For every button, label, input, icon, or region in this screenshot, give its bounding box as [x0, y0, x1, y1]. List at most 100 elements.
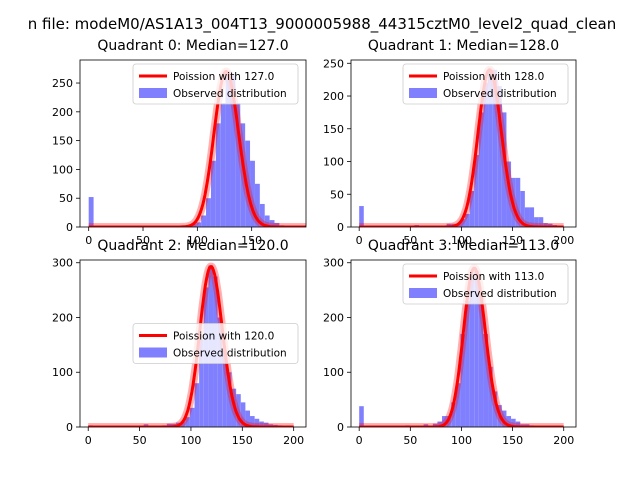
legend: Poission with 120.0 Observed distribution [132, 323, 299, 364]
histogram-bar [180, 421, 186, 427]
y-tick-label: 0 [337, 221, 344, 234]
legend-bar-swatch [139, 347, 167, 358]
y-tick-label: 0 [66, 421, 73, 434]
histogram-bar [478, 295, 484, 427]
histogram-bar [506, 416, 512, 427]
histogram-bar [230, 74, 236, 227]
histogram-bar [215, 123, 221, 227]
histogram-bar [501, 112, 507, 227]
y-tick-label: 200 [323, 90, 344, 103]
y-tick-label: 300 [323, 257, 344, 270]
x-tick-label: 100 [187, 234, 208, 247]
histogram-bar [478, 112, 484, 227]
histogram-bar [515, 177, 521, 227]
subplot-quadrant-3: 0 50 100 150 200 0 100 200 300 Quadrant 3: Median… [323, 238, 577, 447]
histogram-bar [520, 190, 525, 227]
y-tick-label: 100 [323, 156, 344, 169]
y-tick-label: 200 [323, 311, 344, 324]
histogram-bar [269, 220, 275, 227]
histogram-bar [189, 407, 195, 427]
legend-entry-poisson: Poission with 120.0 [173, 331, 274, 343]
histogram-bar [210, 160, 216, 227]
histogram-bar [206, 198, 211, 227]
axes-frame [350, 259, 577, 428]
subplot-quadrant-2: 0 50 100 150 200 0 100 200 300 Quadrant 2: Median… [52, 238, 307, 447]
subplot-title: Quadrant 3: Median=113.0 [368, 238, 559, 254]
legend-entry-observed: Observed distribution [173, 348, 287, 360]
histogram-bar [515, 421, 521, 427]
histogram-bar [511, 418, 516, 427]
legend-bar-swatch [139, 88, 167, 98]
histogram-bar [201, 215, 207, 227]
y-tick-label: 250 [52, 77, 73, 90]
histogram-bar [547, 223, 553, 227]
subplot-title: Quadrant 2: Median=120.0 [97, 238, 288, 254]
histogram-bar [451, 402, 456, 427]
axes-frame [79, 259, 307, 428]
legend-box [132, 63, 299, 105]
x-tick-label: 0 [356, 234, 363, 247]
legend-box [402, 263, 569, 305]
plot-area [356, 65, 567, 227]
histogram-bar [235, 103, 241, 227]
x-tick-label: 50 [133, 434, 147, 447]
plot-area [85, 67, 306, 227]
legend-entry-poisson: Poission with 128.0 [443, 71, 544, 83]
histogram-bar [483, 333, 489, 427]
x-tick-label: 50 [403, 434, 417, 447]
histogram-bar [474, 154, 479, 227]
histogram-bar [543, 223, 548, 227]
y-tick-label: 100 [323, 366, 344, 379]
y-tick-label: 200 [52, 311, 73, 324]
legend: Poission with 113.0 Observed distribution [402, 263, 569, 305]
x-tick-label: 100 [451, 234, 472, 247]
histogram-bar [359, 206, 364, 227]
x-tick-label: 150 [241, 234, 262, 247]
histogram-bar [263, 422, 269, 427]
subplot-title: Quadrant 1: Median=128.0 [368, 38, 559, 54]
y-tick-label: 100 [52, 366, 73, 379]
y-tick-label: 150 [323, 123, 344, 136]
x-tick-label: 50 [136, 234, 150, 247]
poisson-curve [358, 266, 565, 427]
histogram-bar [465, 301, 470, 427]
legend-box [132, 323, 299, 364]
histogram-bar [469, 190, 475, 227]
histogram-bar [437, 421, 443, 427]
histogram-bar [460, 219, 466, 227]
histogram-bar [191, 224, 197, 227]
legend: Poission with 128.0 Observed distribution [402, 63, 569, 105]
x-tick-label: 150 [502, 434, 523, 447]
legend-bar-swatch [409, 288, 437, 298]
legend-entry-observed: Observed distribution [443, 288, 557, 300]
poisson-curve [88, 70, 306, 227]
histogram-bar [222, 350, 227, 427]
x-tick-label: 0 [85, 434, 92, 447]
x-tick-label: 150 [232, 434, 253, 447]
histogram-bar [529, 207, 535, 227]
y-tick-label: 250 [323, 57, 344, 70]
histogram-bar [488, 69, 493, 227]
y-tick-label: 300 [52, 257, 73, 270]
y-tick-label: 0 [337, 421, 344, 434]
figure-suptitle: n file: modeM0/AS1A13_004T13_9000005988_… [28, 15, 617, 34]
y-tick-label: 50 [330, 188, 344, 201]
legend-entry-poisson: Poission with 127.0 [173, 71, 274, 83]
y-tick-label: 100 [52, 163, 73, 176]
histogram-bar [465, 213, 470, 227]
subplot-quadrant-0: 0 50 100 150 0 50 100 150 200 250 Quadrant 0: Medi… [52, 38, 307, 247]
histogram-bar [166, 423, 172, 427]
legend-box [402, 63, 569, 105]
histogram-bar [225, 71, 231, 227]
histogram-bar [442, 416, 447, 427]
x-tick-label: 200 [283, 434, 304, 447]
histogram-bar [460, 333, 466, 427]
histogram-bar [455, 383, 461, 427]
plot-area [356, 264, 567, 427]
histogram-bar [359, 406, 364, 427]
axes-frame [350, 59, 577, 228]
histogram-bar [245, 410, 251, 427]
histogram-bar [524, 207, 530, 227]
histogram-bar [469, 279, 475, 427]
x-tick-label: 100 [451, 434, 472, 447]
